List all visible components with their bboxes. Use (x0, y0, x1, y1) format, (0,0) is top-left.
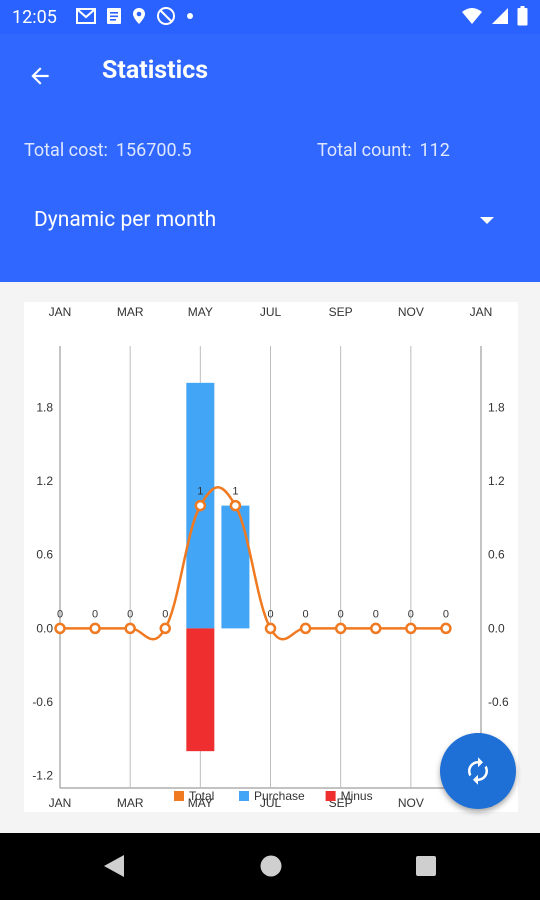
location-icon (133, 8, 145, 24)
total-point (194, 499, 207, 512)
gmail-icon (76, 8, 96, 24)
y-tick-label-right: 1.8 (488, 400, 505, 414)
x-tick-label-top: JAN (49, 305, 72, 319)
total-point-label: 0 (162, 608, 168, 620)
refresh-icon (468, 757, 488, 785)
refresh-button[interactable] (440, 733, 516, 809)
total-count: Total count: 112 (317, 140, 450, 161)
back-button[interactable] (22, 58, 58, 94)
total-point (124, 622, 136, 635)
total-point (159, 622, 171, 635)
arrow-back-icon (31, 67, 49, 85)
legend-label-purchase: Purchase (254, 789, 305, 803)
x-tick-label-bottom: NOV (398, 796, 424, 810)
total-point-label: 0 (127, 608, 133, 620)
total-cost-value: 156700.5 (115, 140, 192, 161)
x-tick-label-bottom: JAN (49, 796, 72, 810)
total-point (299, 622, 312, 635)
x-tick-label-bottom: MAR (117, 796, 144, 810)
x-tick-label-top: SEP (329, 305, 353, 319)
y-tick-label-right: 1.2 (488, 474, 505, 488)
wifi-icon (462, 8, 482, 24)
app-bar: Statistics Total cost: 156700.5 Total cou… (0, 34, 540, 282)
page-title: Statistics (102, 56, 209, 85)
dropdown-arrow-icon (480, 217, 494, 224)
legend-swatch-minus (325, 791, 336, 801)
total-point (89, 622, 101, 635)
period-dropdown[interactable]: Dynamic per month (34, 208, 504, 240)
navigation-bar (0, 833, 540, 900)
total-point-label: 1 (232, 486, 238, 498)
chart-card: JANJANMARMARMAYMAYJULJULSEPSEPNOVNOVJANJ… (24, 302, 518, 812)
recents-square-icon[interactable] (414, 853, 438, 879)
combined-chart[interactable]: JANJANMARMARMAYMAYJULJULSEPSEPNOVNOVJANJ… (24, 302, 518, 812)
total-point-label: 1 (197, 486, 203, 498)
y-tick-label-left: -1.2 (32, 769, 53, 783)
signal-icon (492, 8, 508, 24)
no-sync-icon (157, 7, 175, 25)
y-tick-label-right: -0.6 (488, 695, 509, 709)
chart-content: JANJANMARMARMAYMAYJULJULSEPSEPNOVNOVJANJ… (0, 282, 540, 833)
home-circle-icon[interactable] (259, 853, 283, 879)
total-point (440, 622, 452, 635)
total-line (59, 485, 446, 641)
y-tick-label-left: -0.6 (32, 695, 53, 709)
x-tick-label-top: JAN (470, 305, 493, 319)
legend-label-total: Total (189, 789, 214, 803)
total-point-label: 0 (303, 608, 309, 620)
x-tick-label-bottom: JUL (260, 796, 282, 810)
total-point-label: 0 (373, 608, 379, 620)
y-tick-label-right: 0.6 (488, 548, 505, 562)
total-count-value: 112 (419, 140, 450, 161)
status-bar: 12:05 (0, 0, 540, 34)
x-tick-label-top: MAR (117, 305, 144, 319)
x-tick-label-top: MAY (188, 305, 213, 319)
x-tick-label-top: NOV (398, 305, 424, 319)
battery-icon (517, 6, 528, 26)
total-point (54, 622, 66, 635)
total-point (370, 622, 382, 635)
back-triangle-icon[interactable] (102, 853, 126, 879)
document-icon (107, 8, 121, 24)
total-point (334, 622, 347, 635)
bar-minus (186, 628, 215, 752)
x-tick-label-top: JUL (260, 305, 282, 319)
total-point-label: 0 (338, 608, 344, 620)
total-point-label: 0 (267, 608, 273, 620)
legend-swatch-total (174, 791, 184, 801)
y-tick-label-left: 1.2 (36, 474, 53, 488)
total-point-label: 0 (57, 608, 63, 620)
total-point (264, 622, 277, 635)
y-tick-label-left: 0.6 (36, 548, 53, 562)
legend-label-minus: Minus (341, 789, 373, 803)
total-point-label: 0 (443, 608, 449, 620)
total-count-label: Total count: (317, 140, 412, 161)
total-cost-label: Total cost: (24, 140, 108, 161)
x-tick-label-bottom: MAY (188, 796, 213, 810)
y-tick-label-right: 0.0 (488, 621, 505, 635)
dot-icon (187, 13, 193, 19)
status-time: 12:05 (12, 7, 57, 28)
total-point (229, 499, 242, 512)
bar-purchase (221, 505, 250, 629)
total-cost: Total cost: 156700.5 (24, 140, 191, 161)
period-dropdown-value: Dynamic per month (34, 208, 217, 232)
total-point-label: 0 (92, 608, 98, 620)
total-point-label: 0 (408, 608, 414, 620)
legend-swatch-purchase (239, 791, 249, 801)
total-point (405, 622, 417, 635)
y-tick-label-left: 1.8 (36, 400, 53, 414)
y-tick-label-left: 0.0 (36, 621, 53, 635)
